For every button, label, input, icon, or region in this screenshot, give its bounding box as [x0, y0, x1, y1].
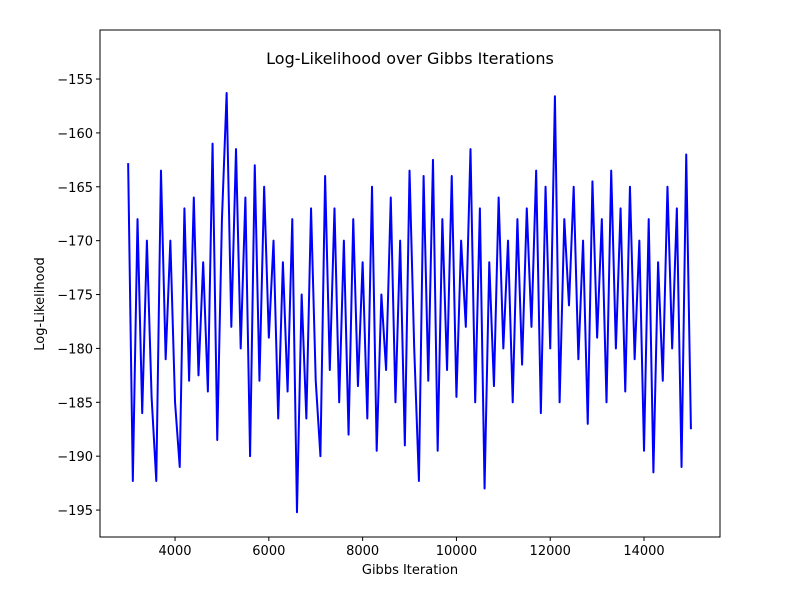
- x-tick-label: 8000: [346, 544, 379, 559]
- y-tick-label: −175: [57, 289, 93, 304]
- x-tick-label: 10000: [436, 544, 477, 559]
- y-tick-label: −195: [57, 504, 93, 519]
- x-tick-label: 6000: [252, 544, 285, 559]
- axes-frame: [99, 29, 721, 538]
- x-tick-label: 14000: [623, 544, 664, 559]
- data-line: [127, 92, 692, 514]
- x-tick-label: 12000: [530, 544, 571, 559]
- y-tick-label: −170: [57, 235, 93, 250]
- chart-title: Log-Likelihood over Gibbs Iterations: [266, 49, 554, 68]
- y-tick-label: −155: [57, 73, 93, 88]
- x-axis-label: Gibbs Iteration: [362, 563, 458, 578]
- y-tick-label: −185: [57, 396, 93, 411]
- y-tick-label: −160: [57, 127, 93, 142]
- y-tick-label: −165: [57, 181, 93, 196]
- x-tick-label: 4000: [158, 544, 191, 559]
- y-tick-label: −180: [57, 342, 93, 357]
- y-axis-label: Log-Likelihood: [33, 257, 48, 350]
- y-tick-label: −190: [57, 450, 93, 465]
